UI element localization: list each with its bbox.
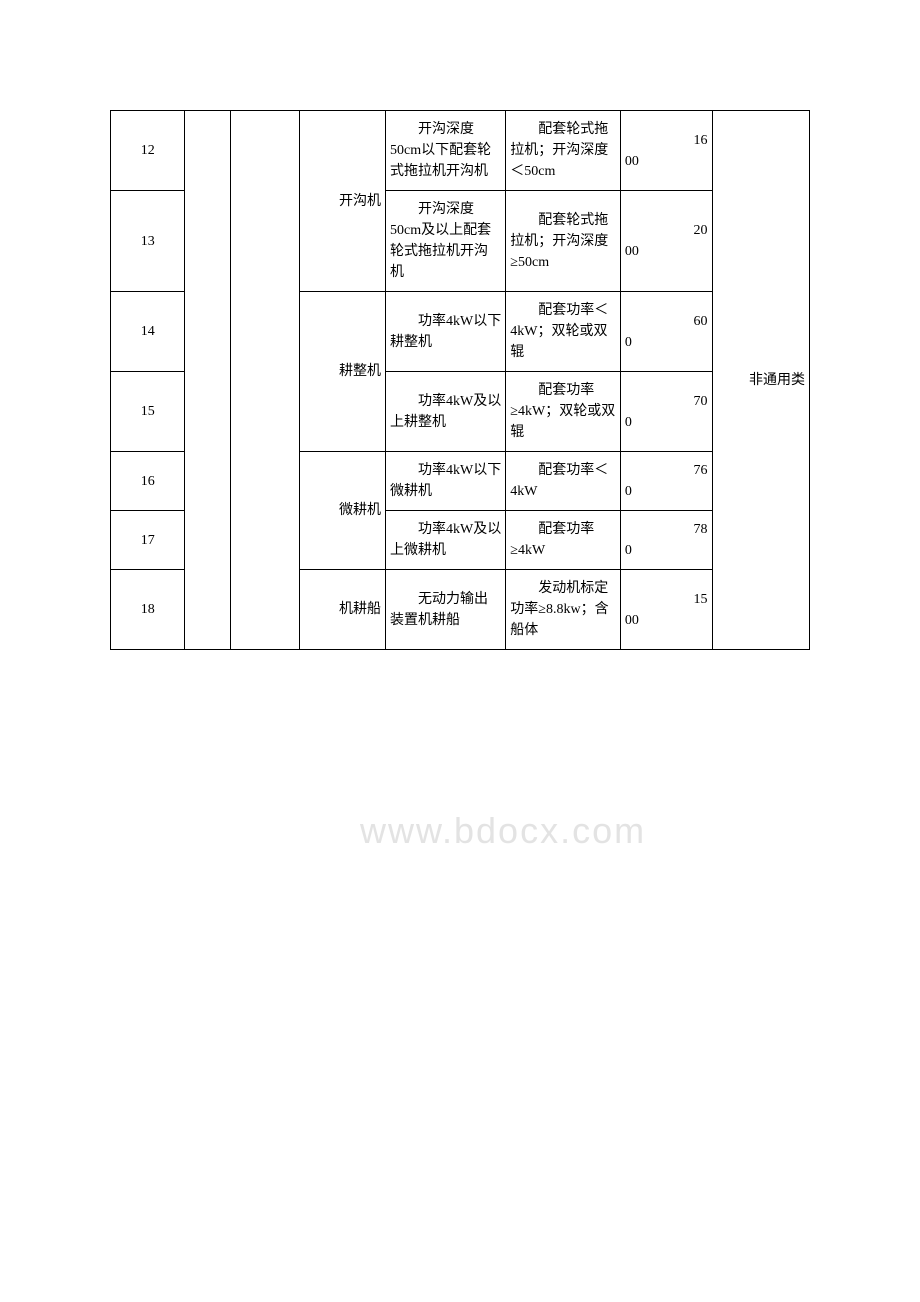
row-index: 15 [111, 372, 185, 452]
watermark: www.bdocx.com [360, 810, 646, 852]
row-index: 17 [111, 511, 185, 570]
number-cell: 76 0 [620, 452, 712, 511]
category-cell: 耕整机 [300, 292, 386, 452]
table-row: 12 开沟机 开沟深度50cm以下配套轮式拖拉机开沟机 配套轮式拖拉机；开沟深度… [111, 111, 810, 191]
description-cell: 功率4kW以下耕整机 [385, 292, 505, 372]
spec-cell: 配套轮式拖拉机；开沟深度＜50cm [506, 111, 621, 191]
empty-col-2 [231, 111, 300, 650]
number-cell: 16 00 [620, 111, 712, 191]
spec-cell: 配套功率＜4kW [506, 452, 621, 511]
number-cell: 20 00 [620, 191, 712, 292]
row-index: 13 [111, 191, 185, 292]
type-cell: 非通用类 [712, 111, 809, 650]
category-cell: 微耕机 [300, 452, 386, 570]
number-cell: 60 0 [620, 292, 712, 372]
description-cell: 功率4kW及以上微耕机 [385, 511, 505, 570]
spec-cell: 配套功率≥4kW；双轮或双辊 [506, 372, 621, 452]
spec-cell: 配套轮式拖拉机；开沟深度≥50cm [506, 191, 621, 292]
category-cell: 开沟机 [300, 111, 386, 292]
description-cell: 功率4kW以下微耕机 [385, 452, 505, 511]
spec-cell: 配套功率＜4kW；双轮或双辊 [506, 292, 621, 372]
row-index: 16 [111, 452, 185, 511]
subsidy-table: 12 开沟机 开沟深度50cm以下配套轮式拖拉机开沟机 配套轮式拖拉机；开沟深度… [110, 110, 810, 650]
description-cell: 开沟深度50cm及以上配套轮式拖拉机开沟机 [385, 191, 505, 292]
empty-col-1 [185, 111, 231, 650]
number-cell: 78 0 [620, 511, 712, 570]
row-index: 12 [111, 111, 185, 191]
spec-cell: 配套功率≥4kW [506, 511, 621, 570]
description-cell: 无动力输出装置机耕船 [385, 570, 505, 650]
category-cell: 机耕船 [300, 570, 386, 650]
number-cell: 70 0 [620, 372, 712, 452]
number-cell: 15 00 [620, 570, 712, 650]
row-index: 18 [111, 570, 185, 650]
description-cell: 功率4kW及以上耕整机 [385, 372, 505, 452]
description-cell: 开沟深度50cm以下配套轮式拖拉机开沟机 [385, 111, 505, 191]
row-index: 14 [111, 292, 185, 372]
spec-cell: 发动机标定功率≥8.8kw；含船体 [506, 570, 621, 650]
